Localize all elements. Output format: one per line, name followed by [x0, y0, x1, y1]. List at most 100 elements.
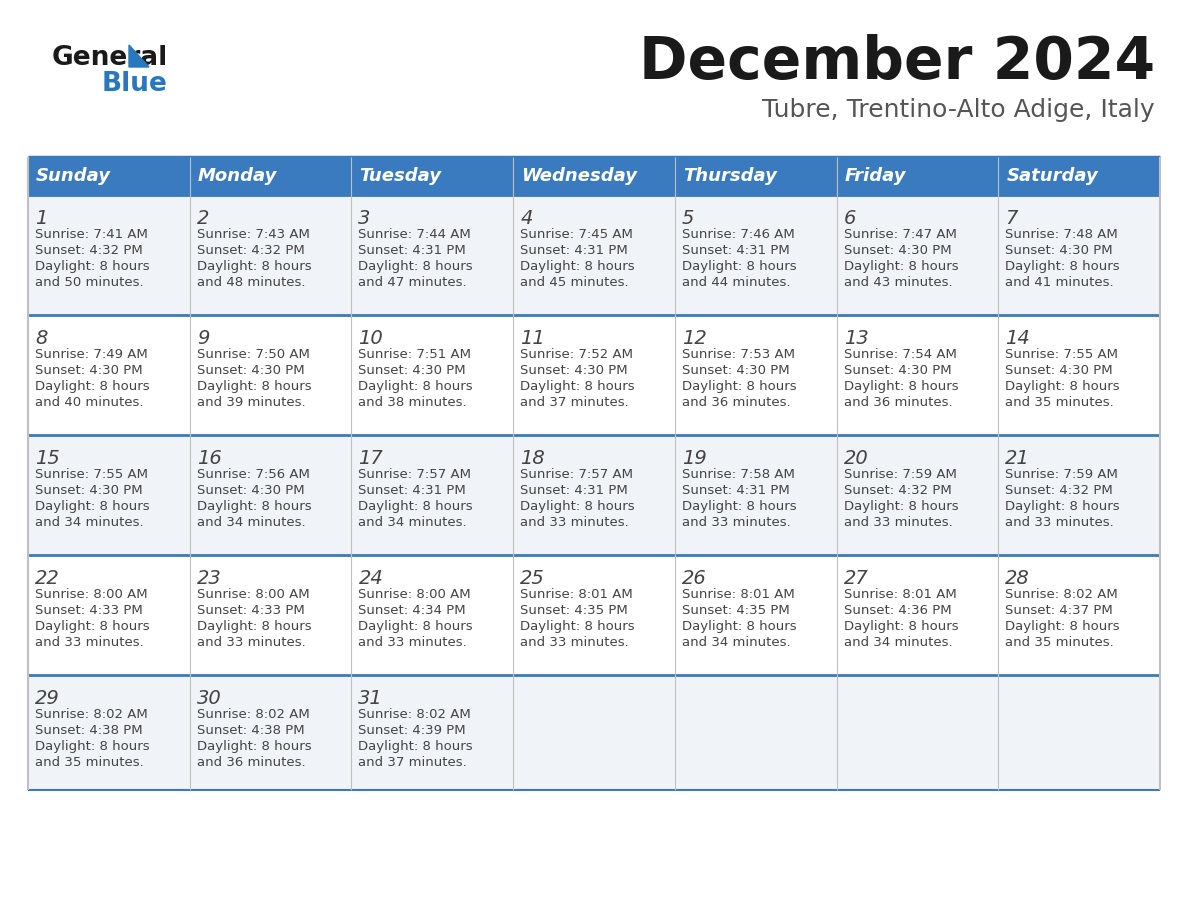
Text: 9: 9 — [197, 329, 209, 348]
Text: 8: 8 — [34, 329, 48, 348]
Text: General: General — [52, 45, 169, 71]
Text: Daylight: 8 hours: Daylight: 8 hours — [359, 620, 473, 633]
Text: Daylight: 8 hours: Daylight: 8 hours — [359, 380, 473, 393]
Text: Daylight: 8 hours: Daylight: 8 hours — [682, 260, 796, 273]
Text: and 37 minutes.: and 37 minutes. — [520, 396, 628, 409]
Text: 10: 10 — [359, 329, 384, 348]
Text: Daylight: 8 hours: Daylight: 8 hours — [1005, 500, 1120, 513]
Text: Sunrise: 8:01 AM: Sunrise: 8:01 AM — [843, 588, 956, 601]
Text: Daylight: 8 hours: Daylight: 8 hours — [359, 740, 473, 753]
Text: 14: 14 — [1005, 329, 1030, 348]
Text: Sunset: 4:31 PM: Sunset: 4:31 PM — [682, 244, 790, 257]
Text: Sunset: 4:30 PM: Sunset: 4:30 PM — [197, 364, 304, 377]
Text: 6: 6 — [843, 209, 855, 228]
Text: Sunset: 4:30 PM: Sunset: 4:30 PM — [34, 364, 143, 377]
Text: Daylight: 8 hours: Daylight: 8 hours — [197, 620, 311, 633]
Text: 15: 15 — [34, 449, 59, 468]
Text: Daylight: 8 hours: Daylight: 8 hours — [843, 620, 959, 633]
Text: 11: 11 — [520, 329, 545, 348]
Text: Sunrise: 7:45 AM: Sunrise: 7:45 AM — [520, 228, 633, 241]
Text: Sunset: 4:30 PM: Sunset: 4:30 PM — [843, 364, 952, 377]
Text: Sunrise: 7:54 AM: Sunrise: 7:54 AM — [843, 348, 956, 361]
Text: 31: 31 — [359, 689, 384, 708]
Text: Saturday: Saturday — [1006, 167, 1098, 185]
Text: and 40 minutes.: and 40 minutes. — [34, 396, 144, 409]
Text: Sunrise: 8:01 AM: Sunrise: 8:01 AM — [520, 588, 633, 601]
Text: Daylight: 8 hours: Daylight: 8 hours — [682, 620, 796, 633]
Text: Daylight: 8 hours: Daylight: 8 hours — [843, 260, 959, 273]
Text: Daylight: 8 hours: Daylight: 8 hours — [682, 380, 796, 393]
Text: Wednesday: Wednesday — [522, 167, 637, 185]
Text: and 33 minutes.: and 33 minutes. — [682, 516, 790, 529]
Text: Daylight: 8 hours: Daylight: 8 hours — [520, 500, 634, 513]
Text: and 41 minutes.: and 41 minutes. — [1005, 276, 1114, 289]
Bar — [29, 555, 1159, 675]
Text: and 36 minutes.: and 36 minutes. — [843, 396, 953, 409]
Text: Daylight: 8 hours: Daylight: 8 hours — [520, 380, 634, 393]
Text: Sunset: 4:34 PM: Sunset: 4:34 PM — [359, 604, 466, 617]
Text: Sunrise: 7:55 AM: Sunrise: 7:55 AM — [1005, 348, 1118, 361]
Text: Daylight: 8 hours: Daylight: 8 hours — [34, 500, 150, 513]
Text: and 33 minutes.: and 33 minutes. — [520, 636, 628, 649]
Text: 2: 2 — [197, 209, 209, 228]
Text: and 33 minutes.: and 33 minutes. — [197, 636, 305, 649]
Text: Sunrise: 7:48 AM: Sunrise: 7:48 AM — [1005, 228, 1118, 241]
Text: Sunset: 4:31 PM: Sunset: 4:31 PM — [520, 244, 628, 257]
Text: Daylight: 8 hours: Daylight: 8 hours — [34, 260, 150, 273]
Text: Sunset: 4:30 PM: Sunset: 4:30 PM — [197, 484, 304, 497]
Text: Thursday: Thursday — [683, 167, 777, 185]
Text: Sunrise: 7:58 AM: Sunrise: 7:58 AM — [682, 468, 795, 481]
Text: December 2024: December 2024 — [639, 33, 1155, 91]
Text: Daylight: 8 hours: Daylight: 8 hours — [34, 380, 150, 393]
Text: 19: 19 — [682, 449, 707, 468]
Text: Sunrise: 8:02 AM: Sunrise: 8:02 AM — [359, 708, 472, 721]
Text: Sunset: 4:30 PM: Sunset: 4:30 PM — [34, 484, 143, 497]
Bar — [29, 157, 190, 195]
Text: 30: 30 — [197, 689, 221, 708]
Text: Daylight: 8 hours: Daylight: 8 hours — [359, 500, 473, 513]
Text: 16: 16 — [197, 449, 221, 468]
Text: Sunrise: 7:55 AM: Sunrise: 7:55 AM — [34, 468, 148, 481]
Text: 29: 29 — [34, 689, 59, 708]
Text: Sunset: 4:31 PM: Sunset: 4:31 PM — [682, 484, 790, 497]
Text: 18: 18 — [520, 449, 545, 468]
Text: and 38 minutes.: and 38 minutes. — [359, 396, 467, 409]
Text: Sunrise: 7:46 AM: Sunrise: 7:46 AM — [682, 228, 795, 241]
Text: and 35 minutes.: and 35 minutes. — [1005, 396, 1114, 409]
Text: 4: 4 — [520, 209, 532, 228]
Text: and 33 minutes.: and 33 minutes. — [34, 636, 144, 649]
Text: Daylight: 8 hours: Daylight: 8 hours — [197, 500, 311, 513]
Text: Sunset: 4:31 PM: Sunset: 4:31 PM — [359, 244, 466, 257]
Text: Sunrise: 7:59 AM: Sunrise: 7:59 AM — [1005, 468, 1118, 481]
Text: and 48 minutes.: and 48 minutes. — [197, 276, 305, 289]
Text: 28: 28 — [1005, 569, 1030, 588]
Bar — [29, 435, 1159, 555]
Text: 23: 23 — [197, 569, 221, 588]
Text: 25: 25 — [520, 569, 545, 588]
Text: and 34 minutes.: and 34 minutes. — [34, 516, 144, 529]
Text: Sunset: 4:35 PM: Sunset: 4:35 PM — [682, 604, 790, 617]
Bar — [836, 157, 998, 195]
Text: and 34 minutes.: and 34 minutes. — [197, 516, 305, 529]
Bar — [29, 315, 1159, 435]
Text: and 45 minutes.: and 45 minutes. — [520, 276, 628, 289]
Text: Sunrise: 8:02 AM: Sunrise: 8:02 AM — [34, 708, 147, 721]
Text: Sunset: 4:30 PM: Sunset: 4:30 PM — [843, 244, 952, 257]
Text: 13: 13 — [843, 329, 868, 348]
Text: Sunrise: 8:01 AM: Sunrise: 8:01 AM — [682, 588, 795, 601]
Text: Sunset: 4:30 PM: Sunset: 4:30 PM — [682, 364, 790, 377]
Text: Sunrise: 8:00 AM: Sunrise: 8:00 AM — [359, 588, 472, 601]
Text: Monday: Monday — [197, 167, 277, 185]
Text: Sunrise: 7:50 AM: Sunrise: 7:50 AM — [197, 348, 310, 361]
Bar — [675, 157, 836, 195]
Text: and 35 minutes.: and 35 minutes. — [1005, 636, 1114, 649]
Text: Sunrise: 8:00 AM: Sunrise: 8:00 AM — [34, 588, 147, 601]
Text: and 33 minutes.: and 33 minutes. — [520, 516, 628, 529]
Text: Sunrise: 8:00 AM: Sunrise: 8:00 AM — [197, 588, 309, 601]
Text: Daylight: 8 hours: Daylight: 8 hours — [520, 260, 634, 273]
Text: Daylight: 8 hours: Daylight: 8 hours — [359, 260, 473, 273]
Text: Sunrise: 7:47 AM: Sunrise: 7:47 AM — [843, 228, 956, 241]
Text: Sunset: 4:32 PM: Sunset: 4:32 PM — [1005, 484, 1113, 497]
Text: Sunrise: 8:02 AM: Sunrise: 8:02 AM — [1005, 588, 1118, 601]
Text: and 47 minutes.: and 47 minutes. — [359, 276, 467, 289]
